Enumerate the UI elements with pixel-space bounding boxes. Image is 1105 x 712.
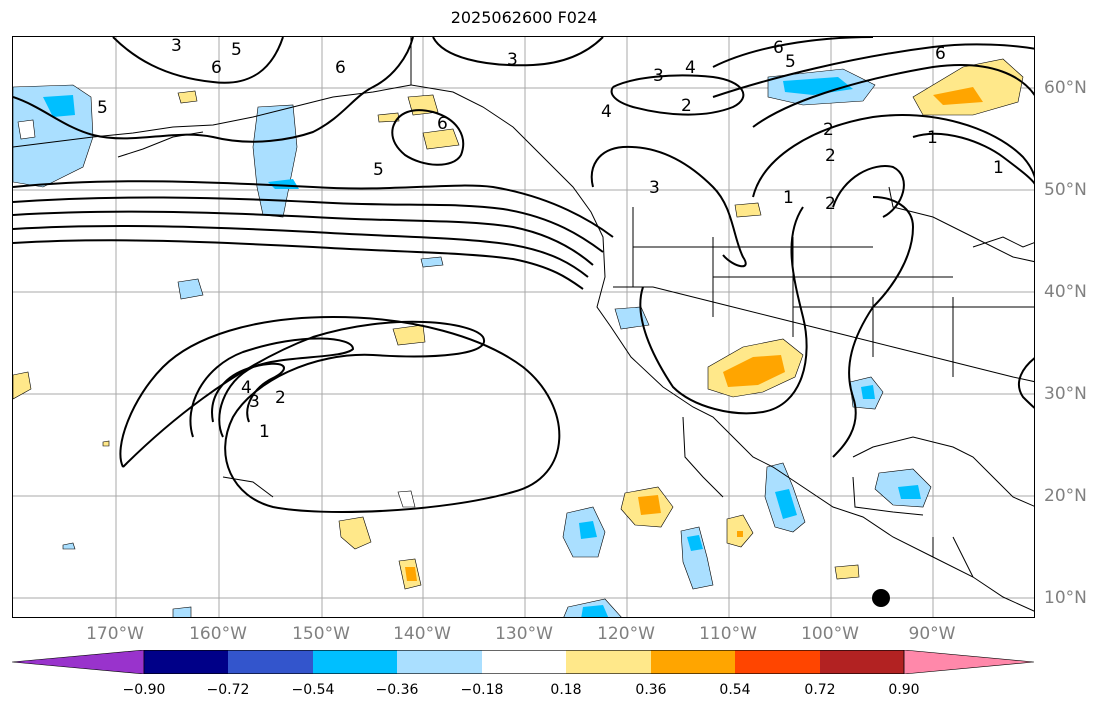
contour-label: 5 xyxy=(785,52,796,72)
lat-label: 10°N xyxy=(1044,588,1087,608)
contour-label: 2 xyxy=(823,120,834,140)
map-svg: 3 5 6 5 6 6 3 5 4 3 4 2 6 5 6 2 2 2 1 1 … xyxy=(13,37,1034,617)
colorbar xyxy=(12,650,1035,674)
colorbar-bin xyxy=(228,650,313,674)
contour-label: 2 xyxy=(275,388,286,408)
positive-anomaly-fills xyxy=(13,58,1024,590)
map-title: 2025062600 F024 xyxy=(450,8,598,27)
contour-label: 6 xyxy=(773,38,784,58)
map-panel: 3 5 6 5 6 6 3 5 4 3 4 2 6 5 6 2 2 2 1 1 … xyxy=(12,36,1035,618)
contour-label: 5 xyxy=(231,40,242,60)
contour-label: 4 xyxy=(685,58,696,78)
colorbar-bin xyxy=(313,650,397,674)
lat-label: 60°N xyxy=(1044,78,1087,98)
contour-label: 6 xyxy=(211,58,222,78)
colorbar-bin xyxy=(820,650,904,674)
colorbar-tick-label: −0.18 xyxy=(460,682,504,698)
colorbar-tick-label: 0.72 xyxy=(804,682,836,698)
lon-label: 100°W xyxy=(801,624,859,644)
lon-label: 110°W xyxy=(699,624,757,644)
colorbar-tick-label: 0.18 xyxy=(550,682,582,698)
colorbar-tick-label: −0.36 xyxy=(375,682,419,698)
contour-label: 1 xyxy=(927,128,938,148)
colorbar-bin xyxy=(482,650,566,674)
lon-label: 120°W xyxy=(597,624,655,644)
lat-label: 40°N xyxy=(1044,282,1087,302)
contour-lines xyxy=(13,37,1034,513)
contour-label: 4 xyxy=(601,102,612,122)
lon-label: 160°W xyxy=(189,624,247,644)
contour-label: 3 xyxy=(171,37,182,56)
colorbar-tick-label: 0.54 xyxy=(719,682,751,698)
lon-label: 90°W xyxy=(908,624,956,644)
negative-anomaly-fills xyxy=(13,68,932,617)
contour-label: 1 xyxy=(783,188,794,208)
colorbar-extend-high xyxy=(903,650,1035,674)
contour-label: 5 xyxy=(373,160,384,180)
colorbar-bin xyxy=(397,650,482,674)
colorbar-bin xyxy=(735,650,820,674)
contour-label: 1 xyxy=(993,158,1004,178)
contour-label-group: 3 5 6 5 6 6 3 5 4 3 4 2 6 5 6 2 2 2 1 1 … xyxy=(97,37,1004,442)
lat-label: 30°N xyxy=(1044,384,1087,404)
contour-label: 5 xyxy=(97,98,108,118)
colorbar-tick-label: −0.90 xyxy=(122,682,166,698)
colorbar-tick-label: 0.90 xyxy=(888,682,920,698)
graticule xyxy=(13,37,1034,617)
contour-label: 6 xyxy=(935,44,946,64)
colorbar-bin xyxy=(566,650,651,674)
lat-label: 20°N xyxy=(1044,486,1087,506)
contour-label: 2 xyxy=(825,146,836,166)
contour-label: 3 xyxy=(649,178,660,198)
lon-label: 130°W xyxy=(495,624,553,644)
lon-label: 140°W xyxy=(393,624,451,644)
location-marker xyxy=(872,589,890,607)
colorbar-tick-label: −0.54 xyxy=(291,682,335,698)
contour-label: 3 xyxy=(653,66,664,86)
contour-label: 2 xyxy=(681,96,692,116)
lon-label: 150°W xyxy=(292,624,350,644)
colorbar-bin xyxy=(651,650,735,674)
colorbar-extend-low xyxy=(12,650,145,674)
contour-label: 6 xyxy=(437,114,448,134)
lon-label: 170°W xyxy=(86,624,144,644)
contour-label: 2 xyxy=(825,194,836,214)
colorbar-bin xyxy=(144,650,228,674)
contour-label: 6 xyxy=(335,58,346,78)
contour-label: 4 xyxy=(241,378,252,398)
colorbar-tick-label: −0.72 xyxy=(206,682,250,698)
coastlines xyxy=(13,37,1034,612)
colorbar-tick-label: 0.36 xyxy=(635,682,667,698)
contour-label: 3 xyxy=(249,392,260,412)
contour-label: 1 xyxy=(259,422,270,442)
lat-label: 50°N xyxy=(1044,180,1087,200)
contour-label: 3 xyxy=(507,50,518,70)
